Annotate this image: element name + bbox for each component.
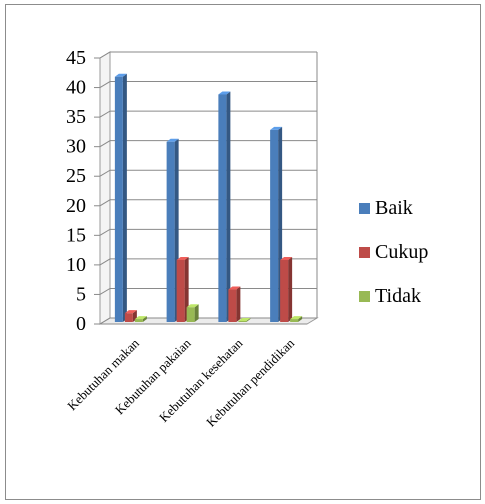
bar-side — [226, 91, 231, 322]
bar-top — [114, 73, 127, 77]
bar-top — [186, 304, 199, 308]
legend-label-tidak: Tidak — [375, 285, 421, 307]
bar-side — [184, 256, 189, 322]
bar-top — [124, 310, 137, 314]
bar-top — [238, 318, 251, 321]
gridline — [99, 228, 317, 236]
y-tick-label: 5 — [76, 283, 86, 305]
bar-front — [270, 129, 279, 322]
bar-cukup-2 — [176, 256, 189, 322]
bar-front — [114, 76, 123, 322]
side-wall — [99, 51, 111, 325]
bar-front — [228, 289, 237, 322]
bar-top — [228, 286, 241, 290]
bars — [114, 73, 303, 322]
y-tick-label: 0 — [76, 313, 86, 335]
bar-top — [218, 91, 231, 95]
bar-side — [142, 316, 147, 322]
bar-front — [124, 313, 133, 322]
legend-label-baik: Baik — [375, 197, 413, 219]
bar-side — [122, 73, 127, 322]
bar-front — [218, 94, 227, 322]
bar-top — [280, 256, 293, 260]
bar-baik-3 — [218, 91, 231, 322]
gridline — [99, 140, 317, 148]
bar-side — [246, 318, 251, 322]
bar-top — [290, 316, 303, 320]
gridline — [99, 258, 317, 266]
legend-swatch-cukup — [359, 247, 370, 258]
bar-front — [238, 321, 247, 322]
gridline — [99, 81, 317, 88]
bar-front — [176, 259, 185, 322]
bar-cukup-4 — [280, 256, 293, 322]
gridline — [99, 287, 317, 295]
bar-tidak-4 — [290, 316, 303, 322]
y-tick-label: 10 — [66, 254, 86, 276]
y-tick-label: 20 — [66, 195, 86, 217]
bar-tidak-2 — [186, 304, 199, 322]
gridlines — [99, 51, 318, 325]
bar-baik-1 — [114, 73, 127, 322]
bar-front — [186, 307, 195, 322]
legend-swatch-baik — [359, 203, 370, 214]
back-wall — [110, 52, 317, 318]
bar-front — [280, 259, 289, 322]
legend-swatch-tidak — [359, 291, 370, 302]
bar-side — [236, 286, 241, 322]
gridline — [99, 169, 317, 177]
bar-side — [288, 256, 293, 322]
bar-tidak-1 — [134, 316, 147, 322]
gridline — [99, 51, 317, 59]
y-tick-label: 45 — [66, 47, 86, 69]
gridline — [99, 110, 317, 118]
bar-side — [194, 304, 199, 322]
legend-label-cukup: Cukup — [375, 241, 428, 263]
bar-front — [166, 141, 175, 322]
y-tick-label: 40 — [66, 77, 86, 99]
bar-top — [134, 316, 147, 320]
bar-cukup-3 — [228, 286, 241, 322]
y-tick-label: 15 — [66, 224, 86, 246]
bar-cukup-1 — [124, 310, 137, 322]
bar-side — [298, 316, 303, 322]
y-tick-label: 30 — [66, 136, 86, 158]
gridline — [99, 199, 317, 207]
bar-front — [134, 319, 143, 322]
bar-top — [166, 138, 179, 142]
y-axis-ticks: 0 5 10 15 20 25 30 35 40 45 — [66, 47, 100, 335]
y-tick-label: 25 — [66, 165, 86, 187]
bar-front — [290, 319, 299, 322]
bar-tidak-3 — [238, 318, 251, 322]
x-category-label: Kebutuhan pendidikan — [203, 335, 297, 429]
y-tick-label: 35 — [66, 106, 86, 128]
bar-top — [176, 256, 189, 260]
bar-top — [270, 126, 283, 130]
legend: Baik Cukup Tidak — [359, 197, 428, 307]
